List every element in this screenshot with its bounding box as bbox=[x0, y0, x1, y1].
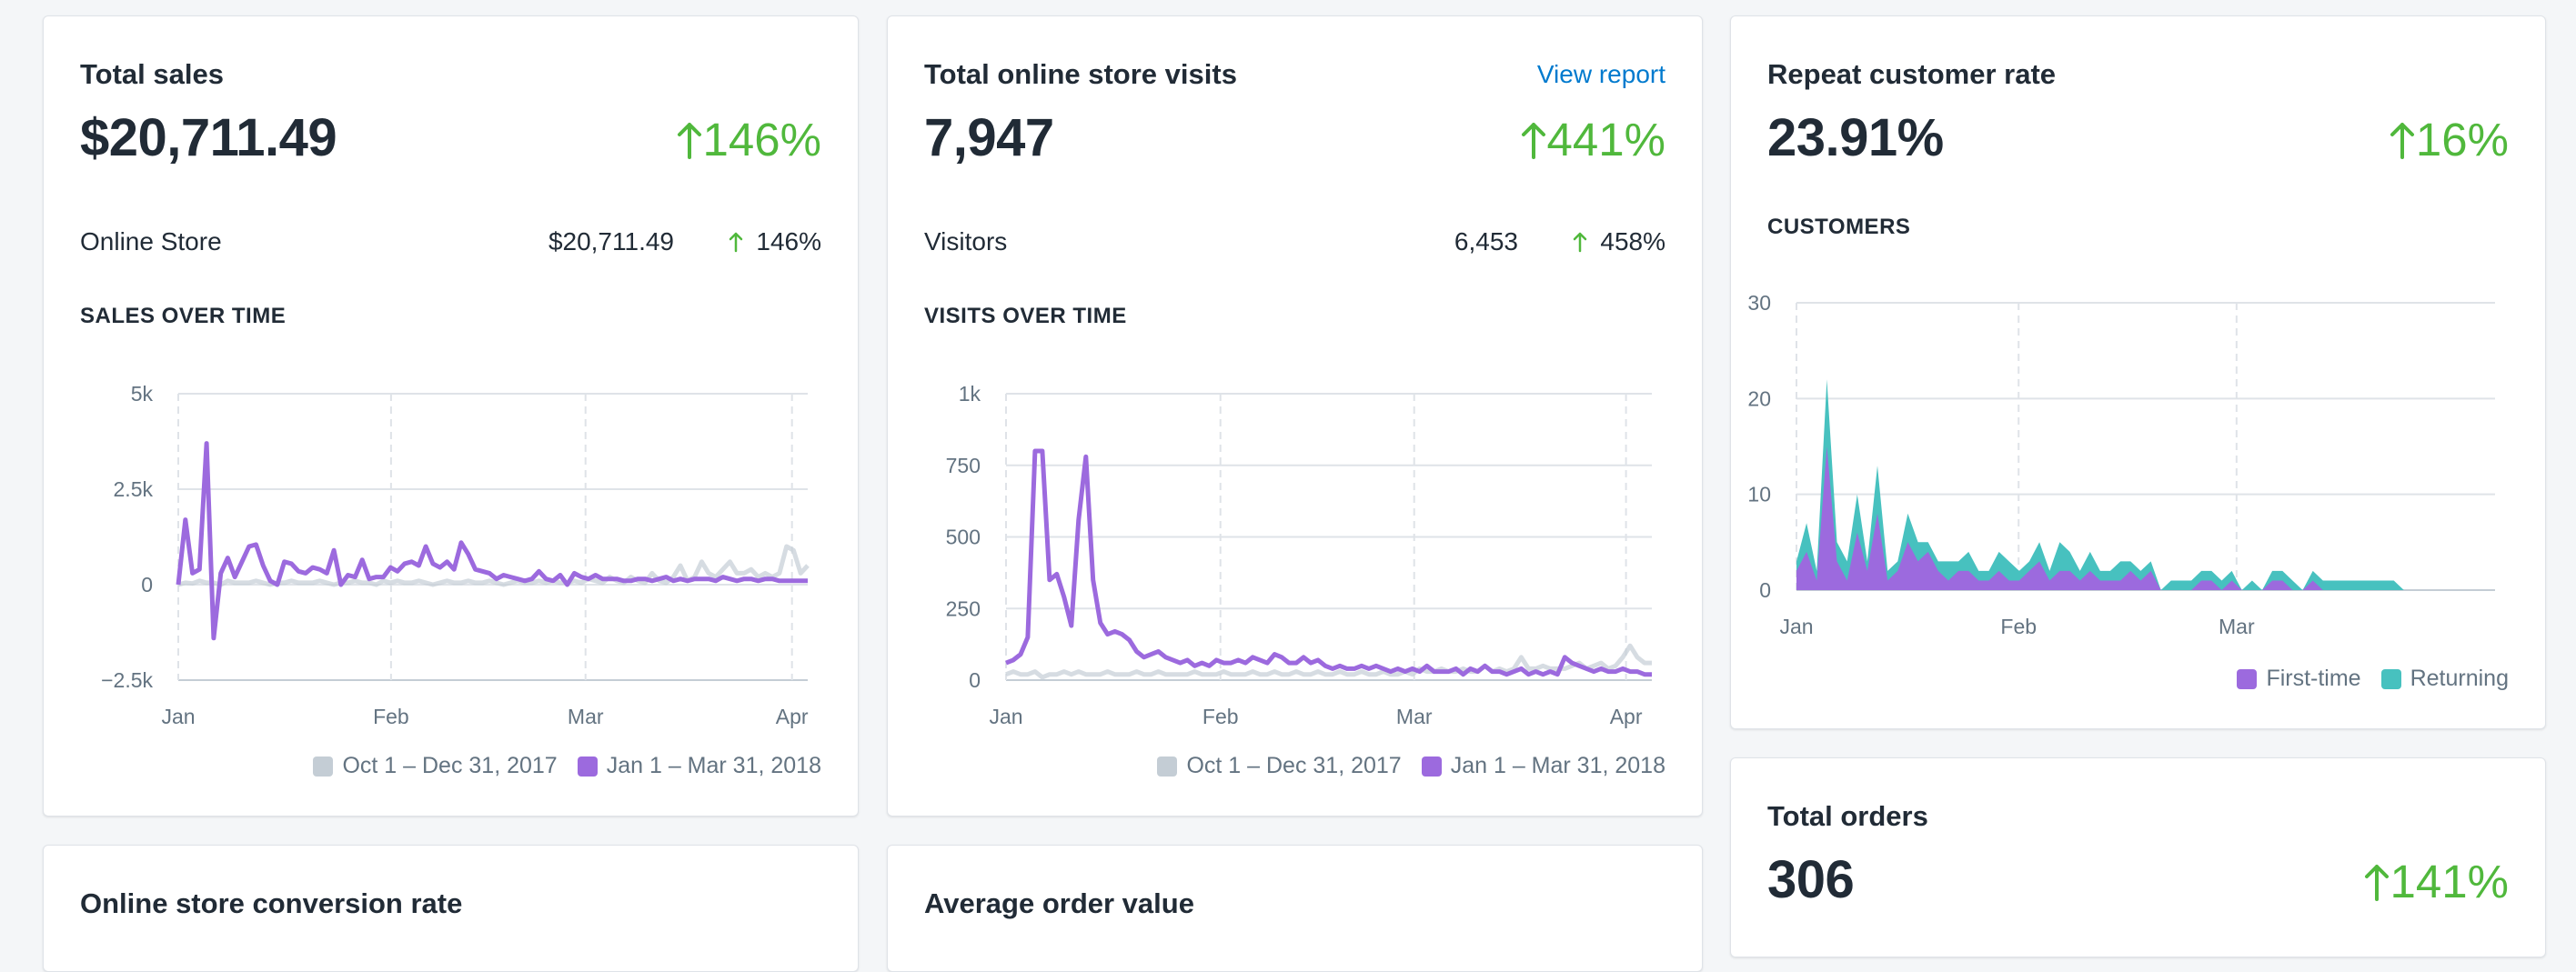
y-tick-label: 0 bbox=[141, 573, 153, 596]
x-tick-label: Jan bbox=[1779, 615, 1813, 638]
sales-over-time-chart: 5k 2.5k 0 −2.5k Jan Feb Mar Apr bbox=[101, 382, 810, 728]
legend-label-current: Jan 1 – Mar 31, 2018 bbox=[1450, 753, 1665, 778]
visits-over-time-chart: 1k 750 500 250 0 Jan Feb Mar Apr bbox=[946, 382, 1652, 728]
total-sales-value: $20,711.49 bbox=[80, 108, 337, 167]
series-line bbox=[1005, 448, 1652, 677]
repeat-customer-change-value: 16% bbox=[2415, 114, 2509, 165]
legend-item-previous: Oct 1 – Dec 31, 2017 bbox=[313, 753, 558, 779]
y-tick-label: 0 bbox=[969, 668, 981, 692]
series-line bbox=[1005, 643, 1652, 680]
y-tick-label: 10 bbox=[1747, 483, 1771, 506]
arrow-up-icon bbox=[676, 121, 703, 159]
x-tick-label: Mar bbox=[1396, 705, 1433, 728]
visitors-change: 458% bbox=[1573, 227, 1665, 256]
conversion-rate-title: Online store conversion rate bbox=[80, 887, 463, 919]
arrow-up-icon bbox=[1573, 231, 1587, 253]
total-orders-change-value: 141% bbox=[2390, 856, 2509, 907]
x-tick-label: Apr bbox=[776, 705, 809, 728]
total-sales-card: Total sales $20,711.49 146% Online Store… bbox=[43, 15, 859, 817]
total-visits-change-value: 441% bbox=[1546, 114, 1665, 165]
total-sales-change-value: 146% bbox=[702, 114, 821, 165]
online-store-label: Online Store bbox=[80, 227, 222, 256]
legend-item-returning: Returning bbox=[2380, 666, 2509, 692]
y-tick-label: 1k bbox=[959, 382, 981, 406]
visits-over-time-label: VISITS OVER TIME bbox=[924, 304, 1127, 328]
y-tick-label: 30 bbox=[1747, 291, 1771, 315]
total-orders-value: 306 bbox=[1767, 850, 1855, 909]
arrow-up-icon bbox=[2389, 121, 2416, 159]
total-sales-title: Total sales bbox=[80, 58, 224, 90]
series-line bbox=[177, 544, 810, 587]
y-tick-label: 20 bbox=[1747, 386, 1771, 410]
y-tick-label: 5k bbox=[131, 382, 154, 406]
y-tick-label: −2.5k bbox=[101, 668, 153, 692]
legend-item-current: Jan 1 – Mar 31, 2018 bbox=[577, 753, 821, 779]
conversion-rate-card: Online store conversion rate bbox=[43, 845, 859, 972]
arrow-up-icon bbox=[1520, 121, 1547, 159]
legend-item-current: Jan 1 – Mar 31, 2018 bbox=[1421, 753, 1665, 779]
online-store-change: 146% bbox=[729, 227, 821, 256]
total-orders-change: 141% bbox=[2363, 855, 2509, 908]
legend-swatch-returning bbox=[2380, 668, 2401, 689]
arrow-up-icon bbox=[2363, 863, 2390, 901]
y-tick-label: 2.5k bbox=[114, 477, 154, 501]
legend-item-first-time: First-time bbox=[2237, 666, 2361, 692]
visitors-change-value: 458% bbox=[1600, 227, 1665, 256]
visitors-label: Visitors bbox=[924, 227, 1008, 256]
total-visits-change: 441% bbox=[1520, 113, 1665, 166]
legend-label-previous: Oct 1 – Dec 31, 2017 bbox=[342, 753, 558, 778]
legend-label-returning: Returning bbox=[2410, 666, 2509, 691]
x-tick-label: Jan bbox=[989, 705, 1022, 728]
y-tick-label: 750 bbox=[946, 454, 981, 477]
y-tick-label: 250 bbox=[946, 596, 981, 620]
legend-swatch-previous bbox=[1157, 756, 1178, 777]
series-area-returning bbox=[1796, 379, 2495, 590]
repeat-customer-change: 16% bbox=[2389, 113, 2509, 166]
customers-legend: First-time Returning bbox=[2217, 666, 2509, 692]
repeat-customer-value: 23.91% bbox=[1767, 108, 1944, 167]
x-tick-label: Feb bbox=[1202, 705, 1239, 728]
series-area-first-time bbox=[1796, 446, 2495, 590]
repeat-customer-title: Repeat customer rate bbox=[1767, 58, 2057, 90]
total-visits-title: Total online store visits bbox=[924, 58, 1237, 90]
average-order-value-card: Average order value bbox=[887, 845, 1703, 972]
series-line bbox=[176, 441, 808, 641]
total-sales-change: 146% bbox=[676, 113, 821, 166]
legend-swatch-current bbox=[577, 756, 598, 777]
repeat-customer-card: Repeat customer rate 23.91% 16% CUSTOMER… bbox=[1730, 15, 2546, 729]
legend-label-first-time: First-time bbox=[2266, 666, 2361, 691]
visitors-value: 6,453 bbox=[1454, 227, 1518, 256]
x-tick-label: Mar bbox=[2219, 615, 2255, 638]
average-order-value-title: Average order value bbox=[924, 887, 1194, 919]
legend-swatch-first-time bbox=[2237, 668, 2258, 689]
visits-legend: Oct 1 – Dec 31, 2017 Jan 1 – Mar 31, 201… bbox=[1137, 753, 1665, 779]
view-report-link[interactable]: View report bbox=[1536, 60, 1665, 88]
x-tick-label: Jan bbox=[161, 705, 195, 728]
y-tick-label: 0 bbox=[1759, 578, 1771, 602]
x-tick-label: Apr bbox=[1610, 705, 1643, 728]
legend-swatch-previous bbox=[313, 756, 334, 777]
total-visits-value: 7,947 bbox=[924, 108, 1054, 167]
legend-item-previous: Oct 1 – Dec 31, 2017 bbox=[1157, 753, 1402, 779]
x-tick-label: Mar bbox=[568, 705, 604, 728]
sales-legend: Oct 1 – Dec 31, 2017 Jan 1 – Mar 31, 201… bbox=[293, 753, 821, 779]
arrow-up-icon bbox=[729, 231, 743, 253]
legend-swatch-current bbox=[1421, 756, 1442, 777]
legend-label-previous: Oct 1 – Dec 31, 2017 bbox=[1186, 753, 1402, 778]
total-visits-card: Total online store visits View report 7,… bbox=[887, 15, 1703, 817]
x-tick-label: Feb bbox=[373, 705, 409, 728]
x-tick-label: Feb bbox=[2000, 615, 2037, 638]
customers-chart: 30 20 10 0 Jan Feb Mar bbox=[1747, 291, 2495, 638]
customers-label: CUSTOMERS bbox=[1767, 215, 1911, 239]
online-store-change-value: 146% bbox=[756, 227, 821, 256]
online-store-value: $20,711.49 bbox=[548, 227, 674, 256]
sales-over-time-label: SALES OVER TIME bbox=[80, 304, 287, 328]
legend-label-current: Jan 1 – Mar 31, 2018 bbox=[606, 753, 821, 778]
total-orders-title: Total orders bbox=[1767, 800, 1928, 832]
total-orders-card: Total orders 306 141% bbox=[1730, 757, 2546, 957]
y-tick-label: 500 bbox=[946, 526, 981, 549]
